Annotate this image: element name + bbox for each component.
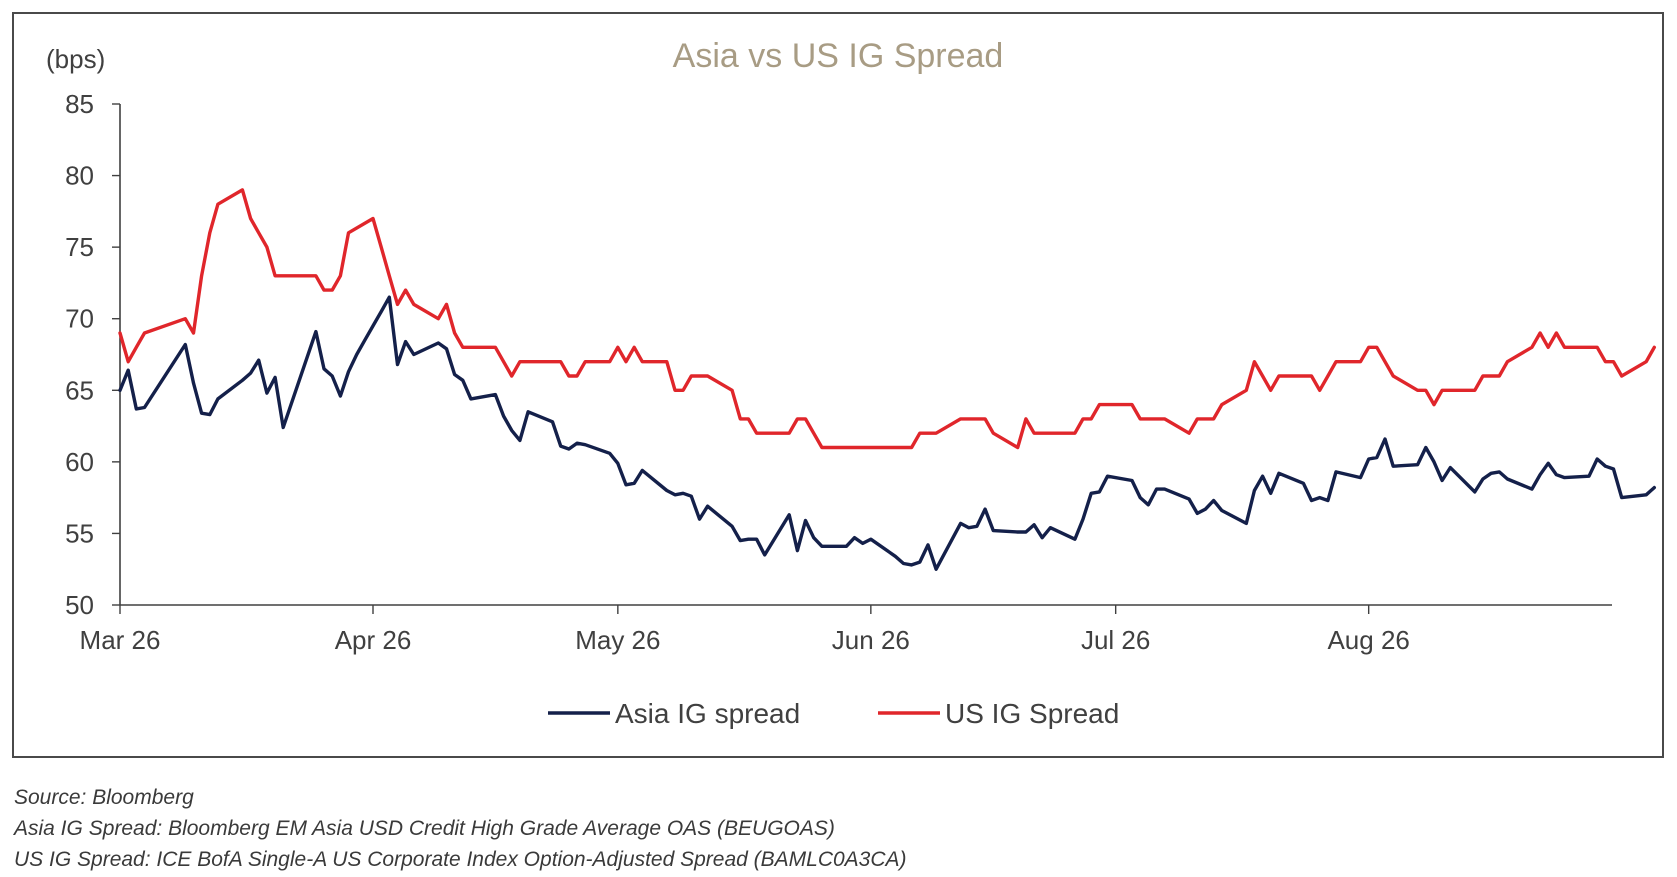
series-line-asia-ig-spread <box>118 295 1657 571</box>
x-tick-label: Apr 26 <box>335 625 412 655</box>
chart-notes: Source: Bloomberg Asia IG Spread: Bloomb… <box>14 782 907 875</box>
source-note: Source: Bloomberg <box>14 786 194 809</box>
series-line-us-ig-spread <box>118 188 1657 450</box>
legend-label: Asia IG spread <box>615 698 800 729</box>
y-tick-label: 85 <box>65 89 94 119</box>
x-tick-label: Mar 26 <box>80 625 161 655</box>
chart-title: Asia vs US IG Spread <box>673 37 1004 75</box>
y-tick-label: 70 <box>65 304 94 334</box>
axes: 50 55 60 65 70 75 80 85 Mar 26 Apr 26 May 26 Jun 26… <box>65 89 1612 655</box>
y-tick-label: 80 <box>65 161 94 191</box>
y-tick-label: 50 <box>65 590 94 620</box>
x-tick-label: May 26 <box>575 625 660 655</box>
y-tick-label: 75 <box>65 232 94 262</box>
chart-frame <box>12 12 1664 758</box>
asia-definition-note: Asia IG Spread: Bloomberg EM Asia USD Cr… <box>14 817 835 840</box>
legend: Asia IG spread US IG Spread <box>548 698 1119 729</box>
x-tick-label: Aug 26 <box>1327 625 1409 655</box>
x-tick-label: Jun 26 <box>832 625 910 655</box>
y-tick-label: 60 <box>65 447 94 477</box>
y-tick-label: 65 <box>65 375 94 405</box>
y-axis-unit-label: (bps) <box>46 44 105 74</box>
legend-label: US IG Spread <box>945 698 1119 729</box>
us-definition-note: US IG Spread: ICE BofA Single-A US Corpo… <box>14 848 907 871</box>
x-tick-label: Jul 26 <box>1081 625 1150 655</box>
y-tick-label: 55 <box>65 518 94 548</box>
chart-svg: Asia vs US IG Spread (bps) 50 55 60 65 70 75 8… <box>46 37 1657 729</box>
series-layer <box>118 188 1657 571</box>
